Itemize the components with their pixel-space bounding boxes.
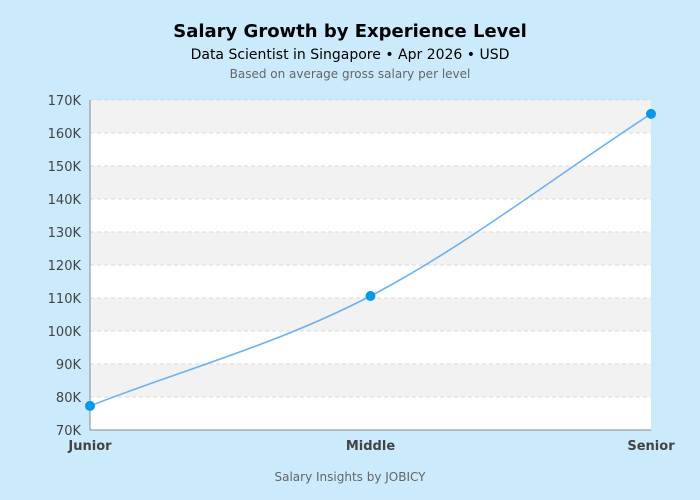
chart-title: Salary Growth by Experience Level [173, 21, 527, 42]
grid-band [90, 166, 651, 199]
x-tick-label: Senior [627, 439, 675, 454]
y-tick-label: 100K [48, 325, 82, 340]
y-tick-label: 160K [48, 127, 82, 142]
y-tick-label: 90K [56, 358, 82, 373]
data-point [646, 108, 656, 119]
grid-band [90, 364, 651, 397]
chart-note: Based on average gross salary per level [229, 67, 471, 81]
x-tick-label: Junior [67, 439, 112, 454]
y-tick-label: 170K [48, 94, 82, 109]
data-point [365, 291, 376, 302]
y-tick-label: 130K [48, 226, 82, 241]
y-tick-label: 80K [56, 391, 82, 406]
grid-band [90, 100, 651, 133]
y-tick-label: 120K [48, 259, 82, 274]
y-tick-label: 70K [56, 424, 82, 439]
x-tick-label: Middle [346, 439, 395, 454]
y-tick-label: 140K [48, 193, 82, 208]
chart-footer: Salary Insights by JOBICY [274, 470, 426, 484]
chart-subtitle: Data Scientist in Singapore • Apr 2026 •… [190, 47, 510, 63]
y-tick-label: 150K [48, 160, 82, 175]
y-tick-label: 110K [48, 292, 82, 307]
grid-band [90, 298, 651, 331]
grid-band [90, 232, 651, 265]
data-point [85, 400, 95, 411]
